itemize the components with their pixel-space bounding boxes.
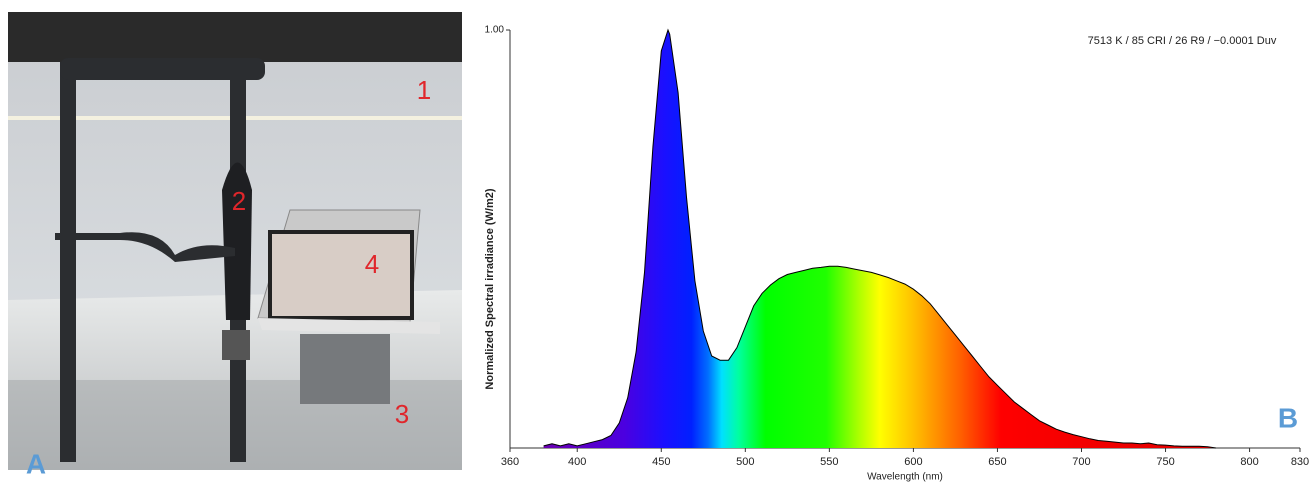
x-tick-label: 550: [820, 456, 838, 468]
annotation: 7513 K / 85 CRI / 26 R9 / −0.0001 Duv: [1088, 35, 1277, 47]
marker: 2: [232, 186, 246, 216]
figure-canvas: 1 2 3 4 A 7513 K / 85 CRI / 26 R9 / −0.0…: [0, 0, 1312, 482]
x-tick-label: 650: [988, 456, 1006, 468]
ceiling: [8, 12, 462, 62]
spectrum-fill: [544, 30, 1216, 448]
x-tick-label: 800: [1240, 456, 1258, 468]
marker: 4: [365, 249, 379, 279]
x-tick-label: 750: [1156, 456, 1174, 468]
stand-top: [60, 58, 265, 80]
x-axis-label: Wavelength (nm): [867, 472, 943, 482]
x-tick-label: 700: [1072, 456, 1090, 468]
stand-pole-left: [60, 62, 76, 462]
panel-label: B: [1278, 402, 1298, 433]
panel-label: A: [26, 448, 46, 479]
tablet: [270, 232, 412, 318]
x-tick-label: 600: [904, 456, 922, 468]
x-tick-label: 500: [736, 456, 754, 468]
marker: 3: [395, 399, 409, 429]
y-axis-label: Normalized Spectral irradiance (W/m2): [484, 188, 496, 389]
x-tick-label: 360: [501, 456, 519, 468]
y-tick-label: 1.00: [485, 25, 505, 36]
figure: 1 2 3 4 A 7513 K / 85 CRI / 26 R9 / −0.0…: [0, 0, 1312, 482]
x-tick-label: 450: [652, 456, 670, 468]
clamp: [222, 330, 250, 360]
lab-jack: [300, 334, 390, 404]
photo: 1 2 3 4 A: [8, 12, 462, 479]
marker: 1: [417, 75, 431, 105]
x-tick-label: 400: [568, 456, 586, 468]
x-tick-label: 830: [1291, 456, 1309, 468]
